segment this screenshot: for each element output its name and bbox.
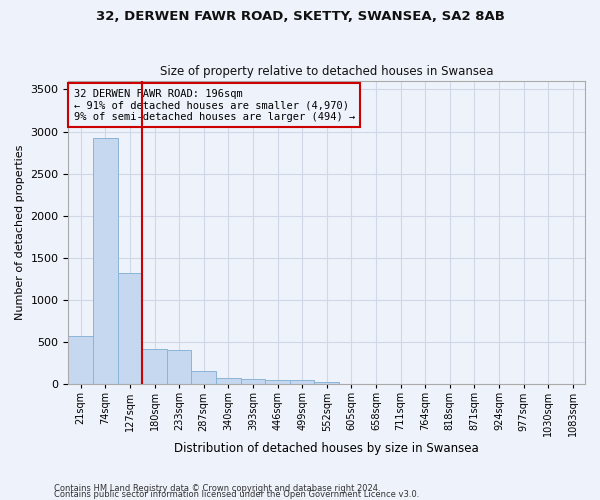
Text: Contains public sector information licensed under the Open Government Licence v3: Contains public sector information licen… xyxy=(54,490,419,499)
Bar xyxy=(68,336,93,384)
Bar xyxy=(265,380,290,384)
Text: 32 DERWEN FAWR ROAD: 196sqm
← 91% of detached houses are smaller (4,970)
9% of s: 32 DERWEN FAWR ROAD: 196sqm ← 91% of det… xyxy=(74,88,355,122)
Y-axis label: Number of detached properties: Number of detached properties xyxy=(15,145,25,320)
Bar xyxy=(216,378,241,384)
Bar xyxy=(191,371,216,384)
Bar xyxy=(241,379,265,384)
X-axis label: Distribution of detached houses by size in Swansea: Distribution of detached houses by size … xyxy=(175,442,479,455)
Bar xyxy=(167,350,191,384)
Text: Contains HM Land Registry data © Crown copyright and database right 2024.: Contains HM Land Registry data © Crown c… xyxy=(54,484,380,493)
Text: 32, DERWEN FAWR ROAD, SKETTY, SWANSEA, SA2 8AB: 32, DERWEN FAWR ROAD, SKETTY, SWANSEA, S… xyxy=(95,10,505,23)
Bar xyxy=(118,273,142,384)
Bar xyxy=(314,382,339,384)
Bar xyxy=(93,138,118,384)
Title: Size of property relative to detached houses in Swansea: Size of property relative to detached ho… xyxy=(160,66,493,78)
Bar xyxy=(142,349,167,384)
Bar xyxy=(290,380,314,384)
